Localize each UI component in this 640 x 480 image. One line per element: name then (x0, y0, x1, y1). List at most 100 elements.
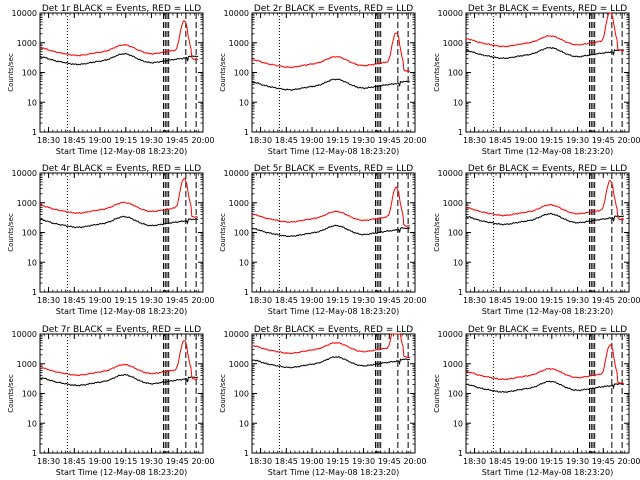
y-tick-label: 10 (453, 98, 463, 107)
x-tick-label: 19:00 (301, 457, 324, 466)
x-tick-label: 18:30 (463, 136, 486, 145)
y-axis-label: Counts/sec (219, 213, 227, 252)
x-tick-label: 19:15 (540, 136, 563, 145)
x-tick-label: 19:00 (89, 457, 112, 466)
y-tick-label: 10 (27, 258, 37, 267)
x-tick-label: 20:00 (617, 136, 640, 145)
plot-frame (251, 12, 416, 133)
y-tick-label: 1000 (17, 39, 37, 48)
y-tick-label: 100 (22, 229, 37, 238)
x-tick-label: 19:00 (515, 457, 538, 466)
y-tick-label: 100 (234, 229, 249, 238)
x-tick-label: 18:45 (275, 296, 298, 305)
lld-series-line (39, 19, 199, 61)
y-tick-label: 10000 (12, 9, 37, 18)
x-tick-label: 19:00 (89, 296, 112, 305)
y-axis-label: Counts/sec (7, 213, 15, 252)
x-tick-label: 19:00 (301, 136, 324, 145)
x-tick-label: 18:30 (463, 296, 486, 305)
y-axis-label: Counts/sec (433, 53, 441, 92)
x-tick-label: 19:45 (378, 457, 401, 466)
x-axis-label: Start Time (12-May-08 18:23:20) (56, 307, 187, 316)
y-tick-label: 1 (32, 128, 37, 137)
events-series-line (39, 215, 199, 229)
y-tick-label: 1000 (229, 39, 249, 48)
y-tick-label: 10000 (12, 330, 37, 339)
plot-frame (39, 172, 204, 293)
x-tick-label: 18:45 (275, 136, 298, 145)
lld-series-line (251, 186, 411, 228)
plot-frame (465, 172, 630, 293)
x-tick-label: 20:00 (191, 296, 214, 305)
x-tick-label: 19:15 (114, 457, 137, 466)
y-tick-label: 100 (448, 390, 463, 399)
y-tick-label: 1000 (17, 199, 37, 208)
x-tick-label: 18:45 (489, 136, 512, 145)
detector-panel: Det 9r BLACK = Events, RED = LLD Counts/s… (433, 325, 640, 477)
y-tick-label: 10 (27, 419, 37, 428)
detector-panel: Det 7r BLACK = Events, RED = LLD Counts/s… (7, 325, 215, 477)
y-axis-label: Counts/sec (433, 374, 441, 413)
x-tick-label: 19:45 (592, 457, 615, 466)
y-tick-label: 10 (453, 419, 463, 428)
x-tick-label: 19:15 (114, 296, 137, 305)
x-axis-label: Start Time (12-May-08 18:23:20) (56, 147, 187, 156)
x-tick-label: 19:30 (140, 136, 163, 145)
x-tick-label: 19:45 (592, 296, 615, 305)
x-tick-label: 19:15 (540, 296, 563, 305)
x-tick-label: 18:45 (63, 296, 86, 305)
lld-series-line (465, 180, 625, 221)
x-axis-label: Start Time (12-May-08 18:23:20) (268, 307, 399, 316)
plot-frame (39, 12, 204, 133)
x-tick-label: 19:00 (515, 296, 538, 305)
lld-series-line (251, 32, 410, 73)
y-tick-label: 10000 (438, 169, 463, 178)
x-tick-label: 18:30 (37, 136, 60, 145)
y-tick-label: 1 (244, 128, 249, 137)
x-tick-label: 18:30 (463, 457, 486, 466)
x-tick-label: 19:15 (326, 457, 349, 466)
x-tick-label: 19:15 (114, 136, 137, 145)
lld-series-line (251, 333, 411, 359)
y-tick-label: 100 (448, 229, 463, 238)
x-axis-label: Start Time (12-May-08 18:23:20) (482, 307, 613, 316)
x-tick-label: 19:45 (592, 136, 615, 145)
y-tick-label: 1 (32, 288, 37, 297)
x-axis-label: Start Time (12-May-08 18:23:20) (482, 147, 613, 156)
x-tick-label: 19:30 (140, 296, 163, 305)
x-tick-label: 19:45 (378, 296, 401, 305)
y-tick-label: 10000 (224, 330, 249, 339)
y-tick-label: 10 (239, 258, 249, 267)
events-series-line (465, 212, 625, 226)
y-axis-label: Counts/sec (7, 374, 15, 413)
events-series-line (39, 373, 198, 387)
panel-title: Det 7r BLACK = Events, RED = LLD (42, 325, 201, 335)
x-tick-label: 19:45 (166, 296, 189, 305)
events-series-line (251, 224, 411, 238)
y-axis-label: Counts/sec (7, 53, 15, 92)
y-tick-label: 10000 (224, 9, 249, 18)
detector-panel: Det 3r BLACK = Events, RED = LLD Counts/s… (433, 4, 640, 156)
x-tick-label: 18:45 (489, 296, 512, 305)
x-axis-label: Start Time (12-May-08 18:23:20) (56, 468, 187, 477)
x-tick-label: 18:30 (249, 457, 272, 466)
y-tick-label: 10000 (438, 330, 463, 339)
y-tick-label: 10 (453, 258, 463, 267)
x-tick-label: 18:30 (37, 296, 60, 305)
panel-title: Det 6r BLACK = Events, RED = LLD (468, 164, 627, 174)
x-tick-label: 18:45 (63, 136, 86, 145)
x-tick-label: 18:45 (63, 457, 86, 466)
y-tick-label: 1000 (443, 199, 463, 208)
y-axis-label: Counts/sec (219, 374, 227, 413)
x-tick-label: 19:30 (352, 296, 375, 305)
plot-frame (251, 172, 416, 293)
x-tick-label: 19:15 (540, 457, 563, 466)
panel-title: Det 2r BLACK = Events, RED = LLD (254, 4, 413, 14)
events-series-line (251, 356, 411, 369)
x-tick-label: 18:30 (249, 136, 272, 145)
x-tick-label: 18:30 (37, 457, 60, 466)
x-tick-label: 20:00 (191, 136, 214, 145)
detector-panel: Det 2r BLACK = Events, RED = LLD Counts/s… (219, 4, 427, 156)
x-tick-label: 19:30 (566, 296, 589, 305)
x-tick-label: 19:00 (301, 296, 324, 305)
